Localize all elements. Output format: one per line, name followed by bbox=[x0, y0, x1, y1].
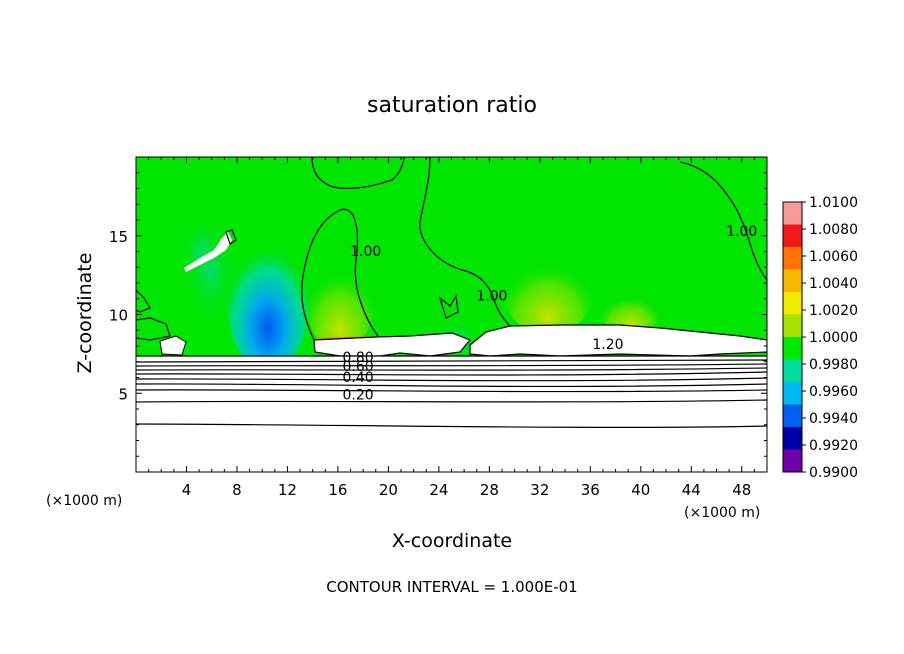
cloud-region-main bbox=[313, 332, 471, 357]
x-tick-label: 36 bbox=[581, 481, 600, 499]
contour-line-4 bbox=[136, 371, 767, 376]
contour-line-small-3 bbox=[136, 289, 151, 313]
x-tick-label: 12 bbox=[278, 481, 297, 499]
colorbar-swatch bbox=[783, 359, 802, 383]
x-tick-label: 40 bbox=[631, 481, 650, 499]
x-tick-label: 8 bbox=[232, 481, 242, 499]
colorbar-label: 1.0000 bbox=[809, 330, 858, 346]
contour-line-1 bbox=[136, 359, 767, 363]
colorbar-swatch bbox=[783, 427, 802, 450]
colorbar-swatch bbox=[783, 382, 802, 405]
x-tick-label: 4 bbox=[182, 481, 192, 499]
high-saturation-plume-2 bbox=[503, 245, 593, 335]
high-saturation-plume-3 bbox=[600, 285, 660, 335]
x-tick-label: 24 bbox=[429, 481, 448, 499]
colorbar-swatch bbox=[783, 224, 802, 248]
cloud-streak bbox=[184, 232, 232, 272]
colorbar-swatch bbox=[783, 247, 802, 270]
x-tick-label: 44 bbox=[682, 481, 701, 499]
contour-line-1-00-left bbox=[301, 208, 379, 341]
colorbar-label: 1.0060 bbox=[809, 249, 858, 265]
colorbar-swatch bbox=[783, 404, 802, 428]
contour-label: 1.00 bbox=[350, 244, 381, 260]
x-axis-label: X-coordinate bbox=[392, 530, 512, 552]
colorbar: 1.0100 1.0080 1.0060 1.0040 1.0020 1.0000 0.99… bbox=[782, 195, 858, 481]
colorbar-swatch bbox=[783, 449, 802, 473]
contour-line-2 bbox=[136, 363, 767, 367]
contour-line-9 bbox=[136, 423, 767, 428]
contour-line-small-1 bbox=[438, 294, 459, 319]
contour-label: 0.60 bbox=[343, 359, 374, 375]
contour-line-1-00-top bbox=[311, 157, 405, 190]
contour-label: 0.20 bbox=[343, 388, 374, 404]
contour-line-small-4 bbox=[136, 317, 171, 341]
plot-area: 1.00 1.00 1.00 1.20 0.800.600.40 0.20 bbox=[136, 157, 767, 472]
contour-labels: 1.00 1.00 1.00 1.20 0.800.600.40 0.20 bbox=[343, 224, 758, 404]
contour-line-small-2 bbox=[225, 229, 237, 245]
contour-line-3 bbox=[136, 367, 767, 371]
contour-line-8 bbox=[136, 399, 767, 403]
x-tick-label: 48 bbox=[732, 481, 751, 499]
x-tick-label: 20 bbox=[379, 481, 398, 499]
x-axis: 4 8 12 16 20 24 28 32 36 40 44 48 bbox=[148, 157, 755, 499]
contour-label: 0.80 bbox=[343, 350, 374, 366]
cloud-region-left bbox=[159, 335, 187, 356]
contour-line-1-00-right bbox=[679, 161, 767, 281]
colorbar-label: 0.9960 bbox=[809, 384, 858, 400]
colorbar-swatch bbox=[783, 337, 802, 360]
colorbar-label: 1.0100 bbox=[809, 195, 858, 211]
colorbar-swatch bbox=[783, 314, 802, 338]
x-tick-label: 16 bbox=[328, 481, 347, 499]
x-tick-label: 28 bbox=[480, 481, 499, 499]
colorbar-label: 0.9940 bbox=[809, 411, 858, 427]
y-tick-label: 15 bbox=[109, 228, 128, 246]
chart-title: saturation ratio bbox=[367, 93, 537, 118]
x-tick-label: 32 bbox=[530, 481, 549, 499]
y-axis-label: Z-coordinate bbox=[74, 253, 96, 374]
high-saturation-plume bbox=[305, 250, 375, 350]
y-tick-label: 5 bbox=[118, 385, 128, 403]
contour-lines bbox=[136, 157, 767, 428]
colorbar-label: 1.0080 bbox=[809, 222, 858, 238]
colorbar-label: 1.0040 bbox=[809, 276, 858, 292]
x-unit-left: (×1000 m) bbox=[46, 493, 122, 509]
contour-line-5 bbox=[136, 377, 767, 382]
x-unit-right: (×1000 m) bbox=[684, 505, 760, 521]
colorbar-swatch bbox=[783, 292, 802, 315]
y-axis: 5 10 15 bbox=[109, 172, 767, 457]
colorbar-swatch bbox=[783, 269, 802, 293]
contour-line-7 bbox=[136, 389, 767, 393]
colorbar-label: 1.0020 bbox=[809, 303, 858, 319]
contour-label: 0.40 bbox=[343, 370, 374, 386]
low-saturation-plume bbox=[226, 230, 310, 370]
colorbar-label: 0.9980 bbox=[809, 357, 858, 373]
colorbar-label: 0.9900 bbox=[809, 465, 858, 481]
contour-interval-note: CONTOUR INTERVAL = 1.000E-01 bbox=[326, 578, 577, 596]
y-tick-label: 10 bbox=[109, 307, 128, 325]
contour-line-6 bbox=[136, 383, 767, 388]
contour-label: 1.00 bbox=[476, 288, 507, 304]
contour-line-1-00-mid bbox=[419, 157, 511, 327]
contour-label: 1.20 bbox=[592, 337, 623, 353]
colorbar-label: 0.9920 bbox=[809, 438, 858, 454]
cloud-region-right bbox=[469, 324, 767, 357]
colorbar-swatch bbox=[783, 202, 802, 225]
contour-label: 1.00 bbox=[726, 224, 757, 240]
